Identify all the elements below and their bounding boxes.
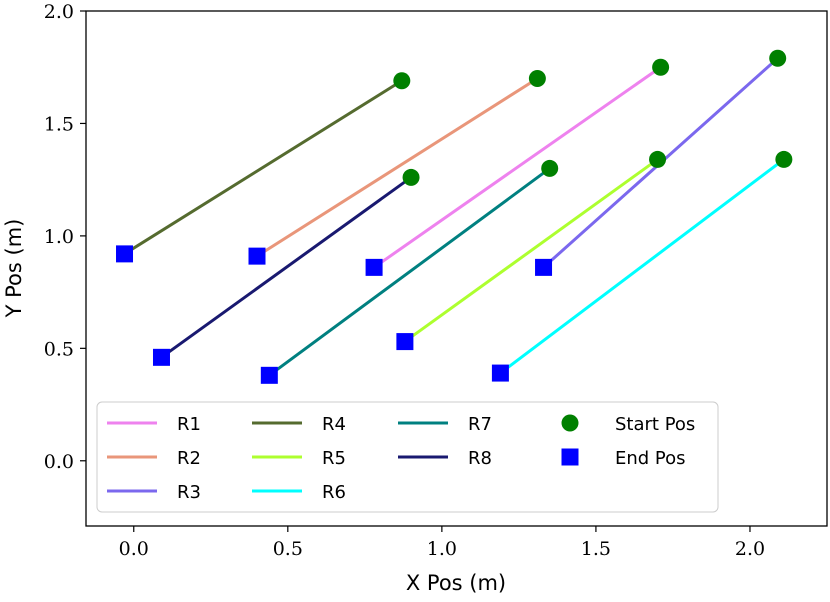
y-tick-label: 0.0 [44,451,74,473]
start-marker-r2 [528,69,546,87]
y-tick-label: 1.5 [44,113,74,135]
axis-ticks: 0.0 0.5 1.0 1.5 2.0 0.0 0.5 1.0 1.5 2.0 [44,1,765,560]
x-tick-label: 2.0 [735,538,765,560]
trajectory-r4 [123,79,404,256]
y-tick-label: 1.0 [44,226,74,248]
end-marker-r7 [260,366,278,384]
end-marker-r5 [396,333,414,351]
legend-swatch-start [561,414,579,432]
trajectory-r6 [498,157,786,375]
plot-frame [85,10,828,527]
trajectory-r5 [403,157,660,344]
x-tick-label: 1.0 [427,538,457,560]
legend-label-end: End Pos [615,448,686,469]
end-marker-r6 [491,364,509,382]
x-tick-label: 0.0 [119,538,149,560]
legend-label-r4: R4 [322,414,346,435]
start-marker-r3 [769,49,787,67]
legend-label-start: Start Pos [615,414,695,435]
legend-swatch-end [561,448,579,466]
x-axis-label: X Pos (m) [406,571,506,595]
legend-label-r2: R2 [177,448,201,469]
start-marker-r6 [775,150,793,168]
trajectory-r7 [267,166,552,377]
end-marker-r4 [116,245,134,263]
legend-label-r8: R8 [468,448,492,469]
legend-label-r6: R6 [322,482,346,503]
trajectory-r2 [255,76,539,258]
x-tick-label: 1.5 [581,538,611,560]
position-markers [116,49,793,384]
start-marker-r4 [393,72,411,90]
y-tick-label: 0.5 [44,338,74,360]
end-marker-r1 [365,258,383,276]
start-marker-r1 [652,58,670,76]
end-marker-r8 [152,348,170,366]
trajectory-r1 [372,65,663,269]
start-marker-r7 [541,159,559,177]
trajectory-lines [123,56,786,377]
end-marker-r3 [535,258,553,276]
legend-label-r7: R7 [468,414,492,435]
end-marker-r2 [248,247,266,265]
legend-label-r1: R1 [177,414,201,435]
legend-label-r3: R3 [177,482,201,503]
x-tick-label: 0.5 [273,538,303,560]
start-marker-r5 [649,150,667,168]
y-axis-label: Y Pos (m) [2,219,26,319]
start-marker-r8 [402,168,420,186]
legend-label-r5: R5 [322,448,346,469]
legend: R1 R2 R3 R4 R5 R6 R7 R8 Start Pos End Pos [96,401,719,513]
y-tick-label: 2.0 [44,1,74,23]
trajectory-r8 [159,175,413,359]
